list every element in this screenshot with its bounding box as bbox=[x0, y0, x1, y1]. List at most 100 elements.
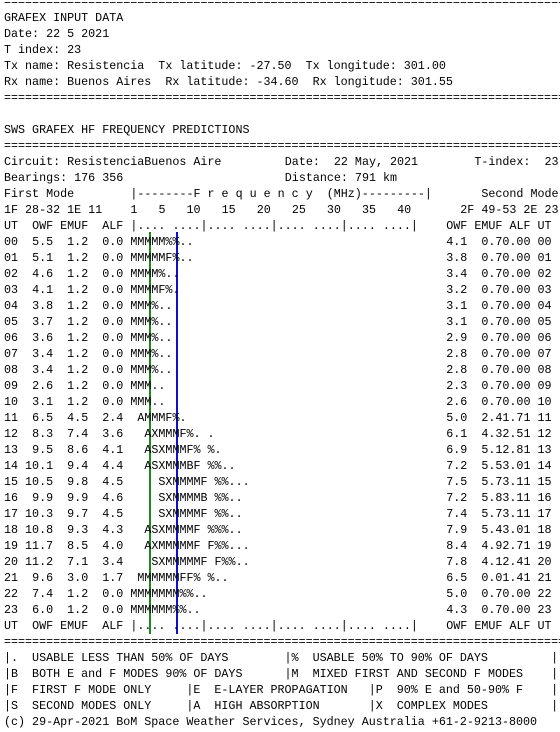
row-alf-2: 3.11 bbox=[502, 491, 531, 505]
row-emuf-2: 0.7 bbox=[481, 251, 503, 265]
input-tindex: T index: 23 bbox=[4, 43, 82, 57]
column-header: OWF bbox=[446, 619, 468, 633]
column-header: UT bbox=[537, 619, 552, 633]
row-ut: 11 bbox=[4, 411, 19, 425]
row-mode-graph: SXMMMMF %%... bbox=[130, 475, 250, 489]
row-ut: 06 bbox=[4, 331, 19, 345]
row-owf: 10.8 bbox=[25, 523, 54, 537]
row-ut: 09 bbox=[4, 379, 19, 393]
frequency-scale-label: 30 bbox=[326, 203, 341, 217]
row-ut: 15 bbox=[4, 475, 19, 489]
row-owf-2: 4.3 bbox=[446, 603, 468, 617]
row-emuf: 1.2 bbox=[67, 283, 89, 297]
row-emuf: 7.1 bbox=[67, 555, 89, 569]
row-emuf-2: 0.7 bbox=[481, 587, 503, 601]
row-ut: 21 bbox=[4, 571, 19, 585]
footer: (c) 29-Apr-2021 BoM Space Weather Servic… bbox=[4, 715, 538, 729]
row-alf-2: 0.00 bbox=[502, 347, 531, 361]
row-ut: 16 bbox=[4, 491, 19, 505]
section-title: SWS GRAFEX HF FREQUENCY PREDICTIONS bbox=[4, 123, 250, 137]
column-header: EMUF bbox=[60, 619, 89, 633]
row-alf-2: 0.00 bbox=[502, 587, 531, 601]
row-alf-2: 0.00 bbox=[502, 395, 531, 409]
row-ut-2: 12 bbox=[537, 427, 552, 441]
row-ut: 01 bbox=[4, 251, 19, 265]
row-mode-graph: MMM%.. bbox=[130, 347, 173, 361]
row-emuf: 1.2 bbox=[67, 347, 89, 361]
row-alf: 4.5 bbox=[102, 475, 124, 489]
row-owf: 5.5 bbox=[32, 235, 54, 249]
row-alf: 0.0 bbox=[102, 603, 124, 617]
rx-info: Rx name: Buenos Aires Rx latitude: -34.6… bbox=[4, 75, 453, 89]
row-owf-2: 2.6 bbox=[446, 395, 468, 409]
row-owf-2: 7.2 bbox=[446, 459, 468, 473]
row-owf: 10.5 bbox=[25, 475, 54, 489]
row-alf: 0.0 bbox=[102, 347, 124, 361]
row-emuf-2: 0.7 bbox=[481, 331, 503, 345]
row-alf-2: 2.71 bbox=[502, 539, 531, 553]
row-alf-2: 0.00 bbox=[502, 379, 531, 393]
row-ut-2: 07 bbox=[537, 347, 552, 361]
column-header: ALF bbox=[509, 619, 531, 633]
row-alf-2: 3.01 bbox=[502, 523, 531, 537]
row-ut-2: 06 bbox=[537, 331, 552, 345]
row-mode-graph: MMMMF%. bbox=[130, 283, 180, 297]
row-emuf: 1.2 bbox=[67, 379, 89, 393]
row-emuf-2: 5.1 bbox=[481, 443, 503, 457]
row-alf-2: 0.00 bbox=[502, 603, 531, 617]
row-owf-2: 6.5 bbox=[446, 571, 468, 585]
row-alf: 0.0 bbox=[102, 587, 124, 601]
row-ut-2: 20 bbox=[537, 555, 552, 569]
row-ut-2: 03 bbox=[537, 283, 552, 297]
row-owf-2: 2.3 bbox=[446, 379, 468, 393]
row-emuf-2: 0.7 bbox=[481, 347, 503, 361]
frequency-scale-label: 35 bbox=[362, 203, 377, 217]
row-ut: 20 bbox=[4, 555, 19, 569]
row-alf-2: 3.11 bbox=[502, 475, 531, 489]
row-owf: 3.7 bbox=[32, 315, 54, 329]
row-alf: 2.4 bbox=[102, 411, 124, 425]
row-mode-graph: MMMMMM%%.. bbox=[130, 603, 201, 617]
row-owf: 5.1 bbox=[32, 251, 54, 265]
frequency-scale-label: 20 bbox=[256, 203, 271, 217]
row-owf: 4.6 bbox=[32, 267, 54, 281]
row-ut: 10 bbox=[4, 395, 19, 409]
row-emuf: 9.8 bbox=[67, 475, 89, 489]
row-owf: 3.8 bbox=[32, 299, 54, 313]
row-owf: 9.5 bbox=[32, 443, 54, 457]
row-owf: 10.3 bbox=[25, 507, 54, 521]
row-ut-2: 23 bbox=[537, 603, 552, 617]
row-alf: 0.0 bbox=[102, 363, 124, 377]
prediction-date: Date: 22 May, 2021 bbox=[284, 155, 419, 169]
row-owf-2: 7.5 bbox=[446, 475, 468, 489]
row-mode-graph: MMM.. bbox=[130, 379, 166, 393]
row-alf: 0.0 bbox=[102, 395, 124, 409]
row-emuf-2: 2.4 bbox=[481, 411, 503, 425]
row-owf: 8.3 bbox=[32, 427, 54, 441]
row-ut: 04 bbox=[4, 299, 19, 313]
row-mode-graph: SXMMMMF %%.. bbox=[130, 507, 243, 521]
blue-marker-line bbox=[176, 232, 178, 634]
row-owf-2: 2.9 bbox=[446, 331, 468, 345]
column-header: ALF bbox=[102, 619, 124, 633]
row-emuf-2: 5.5 bbox=[481, 459, 503, 473]
frequency-scale-label: 40 bbox=[397, 203, 412, 217]
row-owf: 3.6 bbox=[32, 331, 54, 345]
row-emuf: 1.2 bbox=[67, 251, 89, 265]
row-ut-2: 05 bbox=[537, 315, 552, 329]
row-emuf-2: 5.8 bbox=[481, 491, 503, 505]
row-emuf-2: 0.7 bbox=[481, 315, 503, 329]
row-owf: 9.6 bbox=[32, 571, 54, 585]
row-emuf: 3.0 bbox=[67, 571, 89, 585]
row-mode-graph: MMM%.. bbox=[130, 315, 173, 329]
column-header: EMUF bbox=[60, 219, 89, 233]
row-alf: 0.0 bbox=[102, 267, 124, 281]
row-owf-2: 4.1 bbox=[446, 235, 468, 249]
row-alf-2: 0.00 bbox=[502, 251, 531, 265]
row-emuf-2: 5.7 bbox=[481, 475, 503, 489]
row-alf: 3.4 bbox=[102, 555, 124, 569]
row-alf-2: 3.01 bbox=[502, 459, 531, 473]
frequency-scale-label: 15 bbox=[221, 203, 236, 217]
row-ut: 19 bbox=[4, 539, 19, 553]
second-mode-label: Second Mode bbox=[481, 187, 559, 201]
